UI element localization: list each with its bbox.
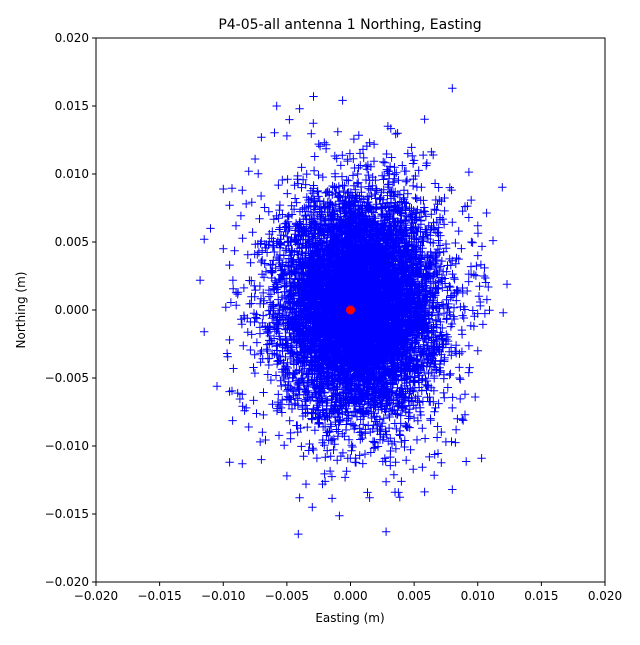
- y-tick-label: 0.015: [55, 99, 89, 113]
- series-marker-cross: [195, 84, 512, 539]
- y-tick-label: −0.005: [45, 371, 89, 385]
- x-tick-label: 0.010: [461, 589, 495, 603]
- y-tick-label: 0.005: [55, 235, 89, 249]
- x-axis-label: Easting (m): [315, 611, 384, 625]
- series-marker-center-point: [346, 305, 355, 315]
- x-tick-label: 0.005: [397, 589, 431, 603]
- x-tick-label: 0.000: [333, 589, 367, 603]
- y-tick-label: 0.000: [55, 303, 89, 317]
- x-tick-label: 0.015: [524, 589, 558, 603]
- x-tick-label: −0.010: [201, 589, 245, 603]
- y-axis-label: Northing (m): [14, 272, 28, 349]
- plot-area: [195, 84, 512, 539]
- y-tick-label: −0.020: [45, 575, 89, 589]
- chart-title: P4-05-all antenna 1 Northing, Easting: [218, 17, 481, 33]
- y-tick-label: 0.020: [55, 31, 89, 45]
- x-tick-label: −0.015: [137, 589, 181, 603]
- y-tick-label: −0.010: [45, 439, 89, 453]
- x-tick-label: 0.020: [588, 589, 622, 603]
- y-tick-label: −0.015: [45, 507, 89, 521]
- x-tick-label: −0.005: [265, 589, 309, 603]
- x-tick-label: −0.020: [74, 589, 118, 603]
- y-tick-label: 0.010: [55, 167, 89, 181]
